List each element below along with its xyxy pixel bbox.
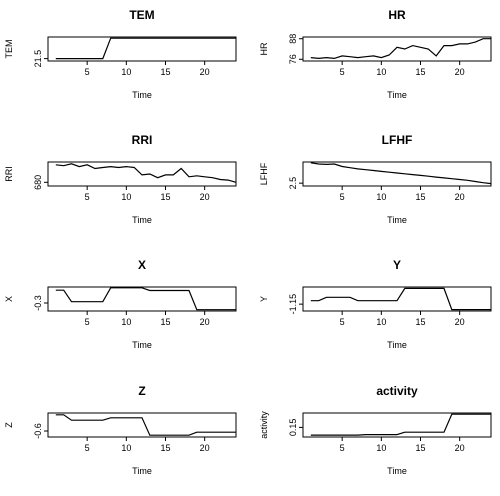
x-tick-label: 5 bbox=[340, 443, 345, 453]
x-tick-label: 5 bbox=[340, 192, 345, 202]
y-axis-label: RRI bbox=[4, 166, 14, 182]
series-line-tem bbox=[55, 37, 236, 60]
x-axis-label: Time bbox=[387, 215, 407, 225]
plot-frame-tem bbox=[47, 36, 237, 62]
x-tick-label: 10 bbox=[121, 317, 131, 327]
series-line-lfhf bbox=[310, 162, 492, 185]
y-tick-label: -0.6 bbox=[33, 423, 43, 439]
x-tick-label: 10 bbox=[376, 67, 386, 77]
panel-title-x: X bbox=[138, 258, 146, 272]
x-axis-label: Time bbox=[387, 90, 407, 100]
y-axis-label: activity bbox=[259, 411, 269, 439]
y-tick-label: 88 bbox=[288, 34, 298, 44]
plot-frame-x bbox=[47, 286, 237, 312]
y-axis-label: Z bbox=[4, 422, 14, 428]
x-tick-label: 5 bbox=[340, 317, 345, 327]
y-axis-label: X bbox=[4, 296, 14, 302]
y-axis-label: HR bbox=[259, 42, 269, 55]
x-tick-label: 20 bbox=[200, 317, 210, 327]
x-tick-label: 15 bbox=[160, 192, 170, 202]
x-tick-label: 5 bbox=[85, 443, 90, 453]
x-tick-label: 15 bbox=[160, 317, 170, 327]
series-line-rri bbox=[55, 163, 237, 183]
plot-frame-hr bbox=[302, 36, 492, 62]
x-axis-label: Time bbox=[132, 90, 152, 100]
panel-title-hr: HR bbox=[388, 8, 406, 22]
x-tick-label: 5 bbox=[85, 67, 90, 77]
x-tick-label: 5 bbox=[340, 67, 345, 77]
x-axis-label: Time bbox=[387, 340, 407, 350]
panel-title-tem: TEM bbox=[129, 8, 154, 22]
x-tick-label: 10 bbox=[376, 317, 386, 327]
plot-frame-lfhf bbox=[302, 161, 492, 187]
y-tick-label: -0.3 bbox=[33, 295, 43, 311]
series-line-x bbox=[55, 287, 236, 311]
x-tick-label: 20 bbox=[200, 443, 210, 453]
x-tick-label: 15 bbox=[415, 192, 425, 202]
y-tick-label: 2.5 bbox=[288, 177, 298, 190]
plot-frame-rri bbox=[47, 161, 237, 187]
y-axis-label: LFHF bbox=[259, 162, 269, 185]
plot-frame-activity bbox=[302, 412, 492, 438]
y-axis-label: TEM bbox=[4, 40, 14, 59]
panel-title-lfhf: LFHF bbox=[382, 133, 413, 147]
x-tick-label: 10 bbox=[121, 443, 131, 453]
y-tick-label: 680 bbox=[33, 175, 43, 190]
x-tick-label: 20 bbox=[455, 443, 465, 453]
x-axis-label: Time bbox=[387, 466, 407, 476]
x-tick-label: 20 bbox=[200, 67, 210, 77]
series-line-activity bbox=[310, 413, 491, 436]
panel-title-y: Y bbox=[393, 258, 401, 272]
y-tick-label: 0.15 bbox=[288, 419, 298, 437]
x-tick-label: 10 bbox=[121, 192, 131, 202]
x-tick-label: 5 bbox=[85, 317, 90, 327]
x-axis-label: Time bbox=[132, 340, 152, 350]
y-tick-label: 76 bbox=[288, 54, 298, 64]
series-line-hr bbox=[310, 38, 491, 60]
y-axis-label: Y bbox=[259, 296, 269, 302]
x-axis-label: Time bbox=[132, 215, 152, 225]
x-tick-label: 15 bbox=[415, 317, 425, 327]
x-tick-label: 15 bbox=[415, 443, 425, 453]
x-tick-label: 5 bbox=[85, 192, 90, 202]
plot-frame-y bbox=[302, 286, 492, 312]
x-axis-label: Time bbox=[132, 466, 152, 476]
panel-title-z: Z bbox=[138, 384, 145, 398]
x-tick-label: 15 bbox=[415, 67, 425, 77]
x-tick-label: 10 bbox=[376, 192, 386, 202]
y-tick-label: 21.5 bbox=[33, 50, 43, 68]
x-tick-label: 20 bbox=[455, 67, 465, 77]
x-tick-label: 20 bbox=[455, 317, 465, 327]
panel-title-rri: RRI bbox=[132, 133, 153, 147]
series-line-z bbox=[55, 414, 236, 436]
x-tick-label: 10 bbox=[121, 67, 131, 77]
x-tick-label: 15 bbox=[160, 67, 170, 77]
y-tick-label: -1.15 bbox=[288, 294, 298, 315]
x-tick-label: 10 bbox=[376, 443, 386, 453]
x-tick-label: 15 bbox=[160, 443, 170, 453]
x-tick-label: 20 bbox=[455, 192, 465, 202]
panel-title-activity: activity bbox=[376, 384, 418, 398]
x-tick-label: 20 bbox=[200, 192, 210, 202]
series-line-y bbox=[310, 287, 491, 311]
plot-frame-z bbox=[47, 412, 237, 438]
